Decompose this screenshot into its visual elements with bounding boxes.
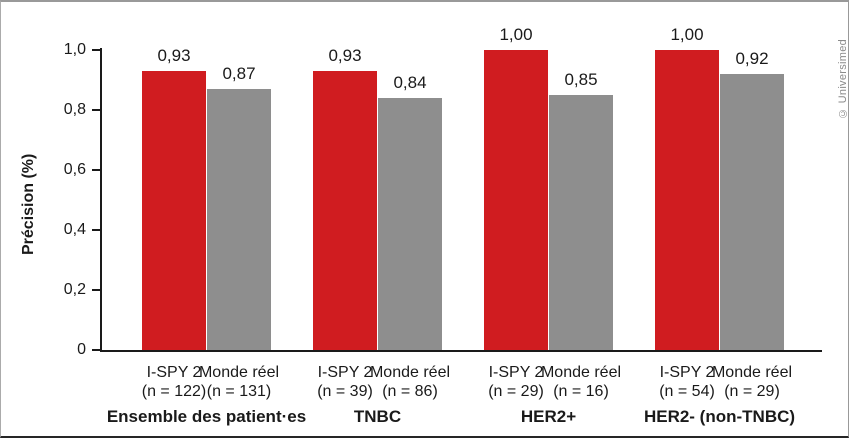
bar-value-label: 0,87	[222, 64, 256, 83]
y-tick-label: 0,4	[63, 221, 86, 238]
plot-area: 0 0,2 0,4 0,6 0,8 1,0 0,93 I-SPY 2 (n = 122) 0,87…	[64, 25, 822, 426]
bar-x-label: I-SPY 2 (n = 54)	[659, 363, 715, 401]
series-name-label: I-SPY 2	[659, 364, 715, 381]
bar-group-tnbc: 0,93 I-SPY 2 (n = 39) 0,84 Monde réel (n = 86…	[313, 46, 450, 426]
bar-i-spy-2: 1,00	[484, 25, 548, 350]
bar-value-label: 0,92	[735, 49, 769, 68]
series-name-label: I-SPY 2	[317, 364, 373, 381]
bar-x-label: I-SPY 2 (n = 29)	[488, 363, 544, 401]
sample-size-label: (n = 86)	[382, 383, 438, 400]
bar-x-label: Monde réel (n = 29)	[712, 363, 792, 401]
series-name-label: Monde réel	[369, 364, 451, 381]
sample-size-label: (n = 122)	[141, 383, 207, 400]
sample-size-label: (n = 54)	[659, 383, 715, 400]
y-tick-label: 0,6	[63, 161, 86, 178]
sample-size-label: (n = 29)	[488, 383, 544, 400]
bar-x-label: Monde réel (n = 16)	[541, 363, 621, 401]
series-name-label: I-SPY 2	[146, 364, 202, 381]
y-tick-label: 0	[77, 341, 86, 358]
bar-value-label: 0,84	[393, 73, 427, 92]
bar-x-label: I-SPY 2 (n = 39)	[317, 363, 373, 401]
y-tick-mark	[92, 229, 100, 231]
y-tick-label: 1,0	[63, 41, 86, 58]
bar-i-spy-2: 1,00	[655, 25, 719, 350]
y-tick-mark	[92, 109, 100, 111]
bar-group-ensemble-des-patient-es: 0,93 I-SPY 2 (n = 122) 0,87 Monde réel (n = 1…	[107, 46, 306, 426]
bar-group-her2: 1,00 I-SPY 2 (n = 29) 0,85 Monde réel (n = 16…	[484, 25, 621, 426]
y-tick-mark	[92, 49, 100, 51]
sample-size-label: (n = 39)	[317, 383, 373, 400]
bar-i-spy-2: 0,93	[313, 46, 377, 350]
bar-value-label: 0,85	[564, 70, 598, 89]
y-tick-mark	[92, 169, 100, 171]
bar-monde-r-el: 0,84	[378, 73, 442, 350]
y-axis-line	[100, 48, 102, 350]
copyright-text: © Universimed	[837, 38, 849, 119]
series-name-label: Monde réel	[711, 364, 793, 381]
y-tick-mark	[92, 349, 100, 351]
bar-group-her2-non-tnbc: 1,00 I-SPY 2 (n = 54) 0,92 Monde réel (n = 29…	[644, 25, 795, 426]
y-tick-mark	[92, 289, 100, 291]
x-axis-line	[100, 350, 822, 352]
bar-x-label: Monde réel (n = 131)	[199, 363, 279, 401]
group-label: HER2+	[520, 407, 577, 426]
bar-monde-r-el: 0,85	[549, 70, 613, 350]
bar-i-spy-2: 0,93	[142, 46, 206, 350]
group-label: Ensemble des patient·es	[106, 407, 307, 426]
series-name-label: Monde réel	[540, 364, 622, 381]
bar-value-label: 0,93	[157, 46, 191, 65]
bar-monde-r-el: 0,87	[207, 64, 271, 350]
series-name-label: I-SPY 2	[488, 364, 544, 381]
bar-monde-r-el: 0,92	[720, 49, 784, 350]
sample-size-label: (n = 29)	[724, 383, 780, 400]
bar-x-label: I-SPY 2 (n = 122)	[142, 363, 206, 401]
y-axis-title: Précision (%)	[20, 153, 37, 255]
bar-value-label: 1,00	[670, 25, 704, 44]
bar-x-label: Monde réel (n = 86)	[370, 363, 450, 401]
bar-value-label: 0,93	[328, 46, 362, 65]
sample-size-label: (n = 131)	[206, 383, 272, 400]
y-tick-label: 0,2	[63, 281, 86, 298]
y-tick-label: 0,8	[63, 101, 86, 118]
group-label: HER2- (non-TNBC)	[643, 407, 796, 426]
sample-size-label: (n = 16)	[553, 383, 609, 400]
bar-value-label: 1,00	[499, 25, 533, 44]
group-label: TNBC	[353, 407, 402, 426]
series-name-label: Monde réel	[198, 364, 280, 381]
